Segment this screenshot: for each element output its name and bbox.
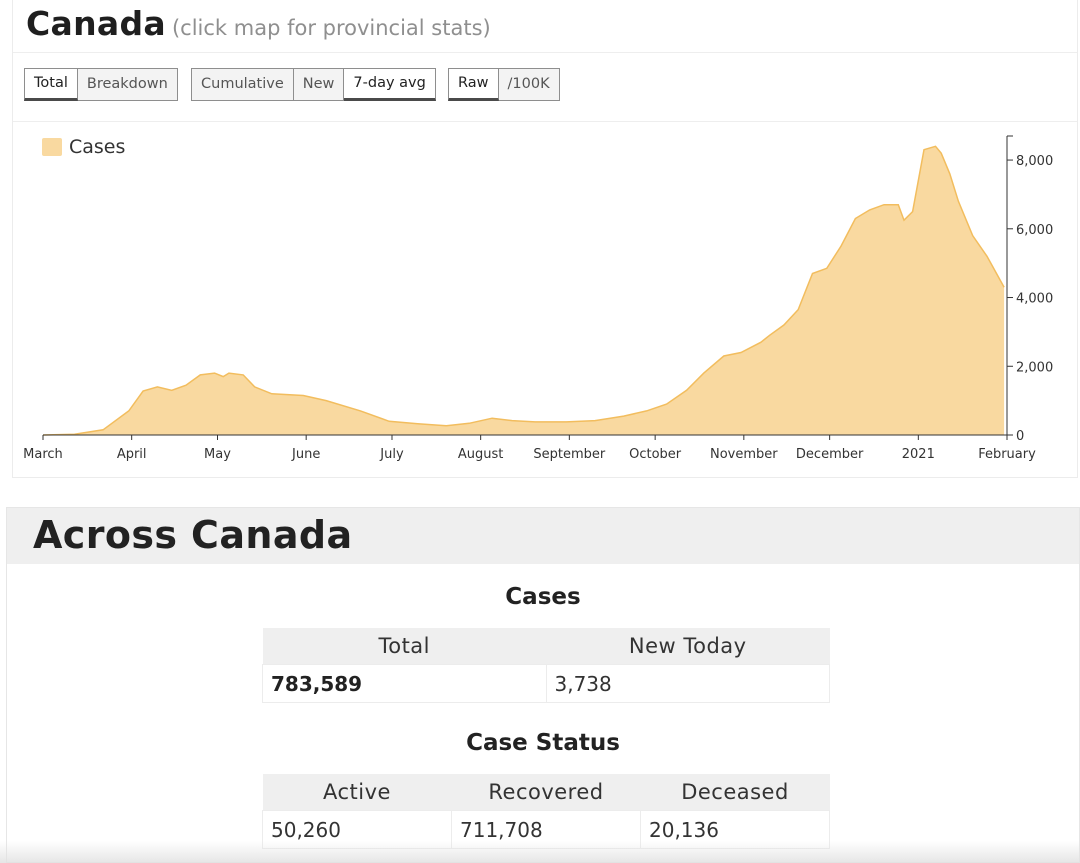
y-tick-label-0: 0: [1016, 429, 1024, 444]
total-cases-value: 783,589: [262, 664, 547, 703]
x-tick-label-9: December: [796, 447, 864, 462]
area-series-0: [43, 146, 1005, 436]
total-button[interactable]: Total: [24, 68, 78, 101]
x-tick-label-0: March: [23, 447, 63, 462]
cases-header-row: Total New Today: [262, 628, 830, 665]
y-tick-label-1: 2,000: [1016, 360, 1053, 375]
new-today-value: 3,738: [545, 664, 830, 703]
x-tick-label-1: April: [117, 447, 147, 462]
across-canada-section: Across Canada Cases Total New Today 783,…: [6, 507, 1080, 863]
area-series-line-0: [42, 145, 1005, 436]
x-tick-label-4: July: [379, 447, 404, 462]
x-tick-label-8: November: [710, 447, 778, 462]
measure-toggle-group: Total Breakdown: [24, 68, 178, 101]
scale-toggle-group: Raw /100K: [448, 68, 560, 101]
aggregation-toggle-group: Cumulative New 7-day avg: [191, 68, 436, 101]
x-tick-label-10: 2021: [902, 447, 935, 462]
total-header: Total: [262, 628, 546, 665]
raw-button[interactable]: Raw: [448, 68, 499, 101]
bottom-fade: [0, 841, 1080, 863]
x-tick-label-3: June: [291, 447, 320, 462]
legend-label: Cases: [69, 136, 125, 158]
recovered-header: Recovered: [451, 774, 641, 811]
chart-controls: Total Breakdown Cumulative New 7-day avg…: [13, 52, 1077, 122]
new-button[interactable]: New: [293, 68, 345, 101]
across-canada-header: Across Canada: [7, 508, 1079, 564]
x-tick-label-7: October: [629, 447, 682, 462]
per-100k-button[interactable]: /100K: [498, 68, 560, 101]
x-tick-label-6: September: [533, 447, 606, 462]
y-tick-label-4: 8,000: [1016, 154, 1053, 169]
x-tick-label-2: May: [204, 447, 231, 462]
cases-chart[interactable]: March April May June July August September Octo…: [13, 122, 1077, 476]
title-text: Canada: [26, 4, 166, 43]
cases-table: Total New Today 783,589 3,738: [262, 628, 830, 703]
case-status-table: Active Recovered Deceased 50,260 711,708…: [262, 774, 830, 849]
x-tick-label-5: August: [458, 447, 504, 462]
new-today-header: New Today: [546, 628, 830, 665]
deceased-header: Deceased: [640, 774, 830, 811]
x-tick-label-11: February: [978, 447, 1036, 462]
seven-day-avg-button[interactable]: 7-day avg: [344, 68, 436, 101]
chart-card: Canada (click map for provincial stats) T…: [12, 0, 1078, 478]
page-title: Canada (click map for provincial stats): [26, 4, 491, 43]
cases-value-row: 783,589 3,738: [262, 664, 830, 703]
cumulative-button[interactable]: Cumulative: [191, 68, 294, 101]
map-hint-link[interactable]: (click map for provincial stats): [171, 16, 491, 40]
status-header-row: Active Recovered Deceased: [262, 774, 830, 811]
y-tick-label-3: 6,000: [1016, 223, 1053, 238]
y-tick-label-2: 4,000: [1016, 292, 1053, 307]
breakdown-button[interactable]: Breakdown: [77, 68, 178, 101]
case-status-title: Case Status: [466, 730, 620, 756]
cases-section-title: Cases: [505, 584, 581, 610]
active-header: Active: [262, 774, 452, 811]
title-row: Canada (click map for provincial stats): [13, 0, 1077, 53]
across-canada-title: Across Canada: [33, 513, 353, 557]
legend-swatch: [42, 138, 62, 156]
